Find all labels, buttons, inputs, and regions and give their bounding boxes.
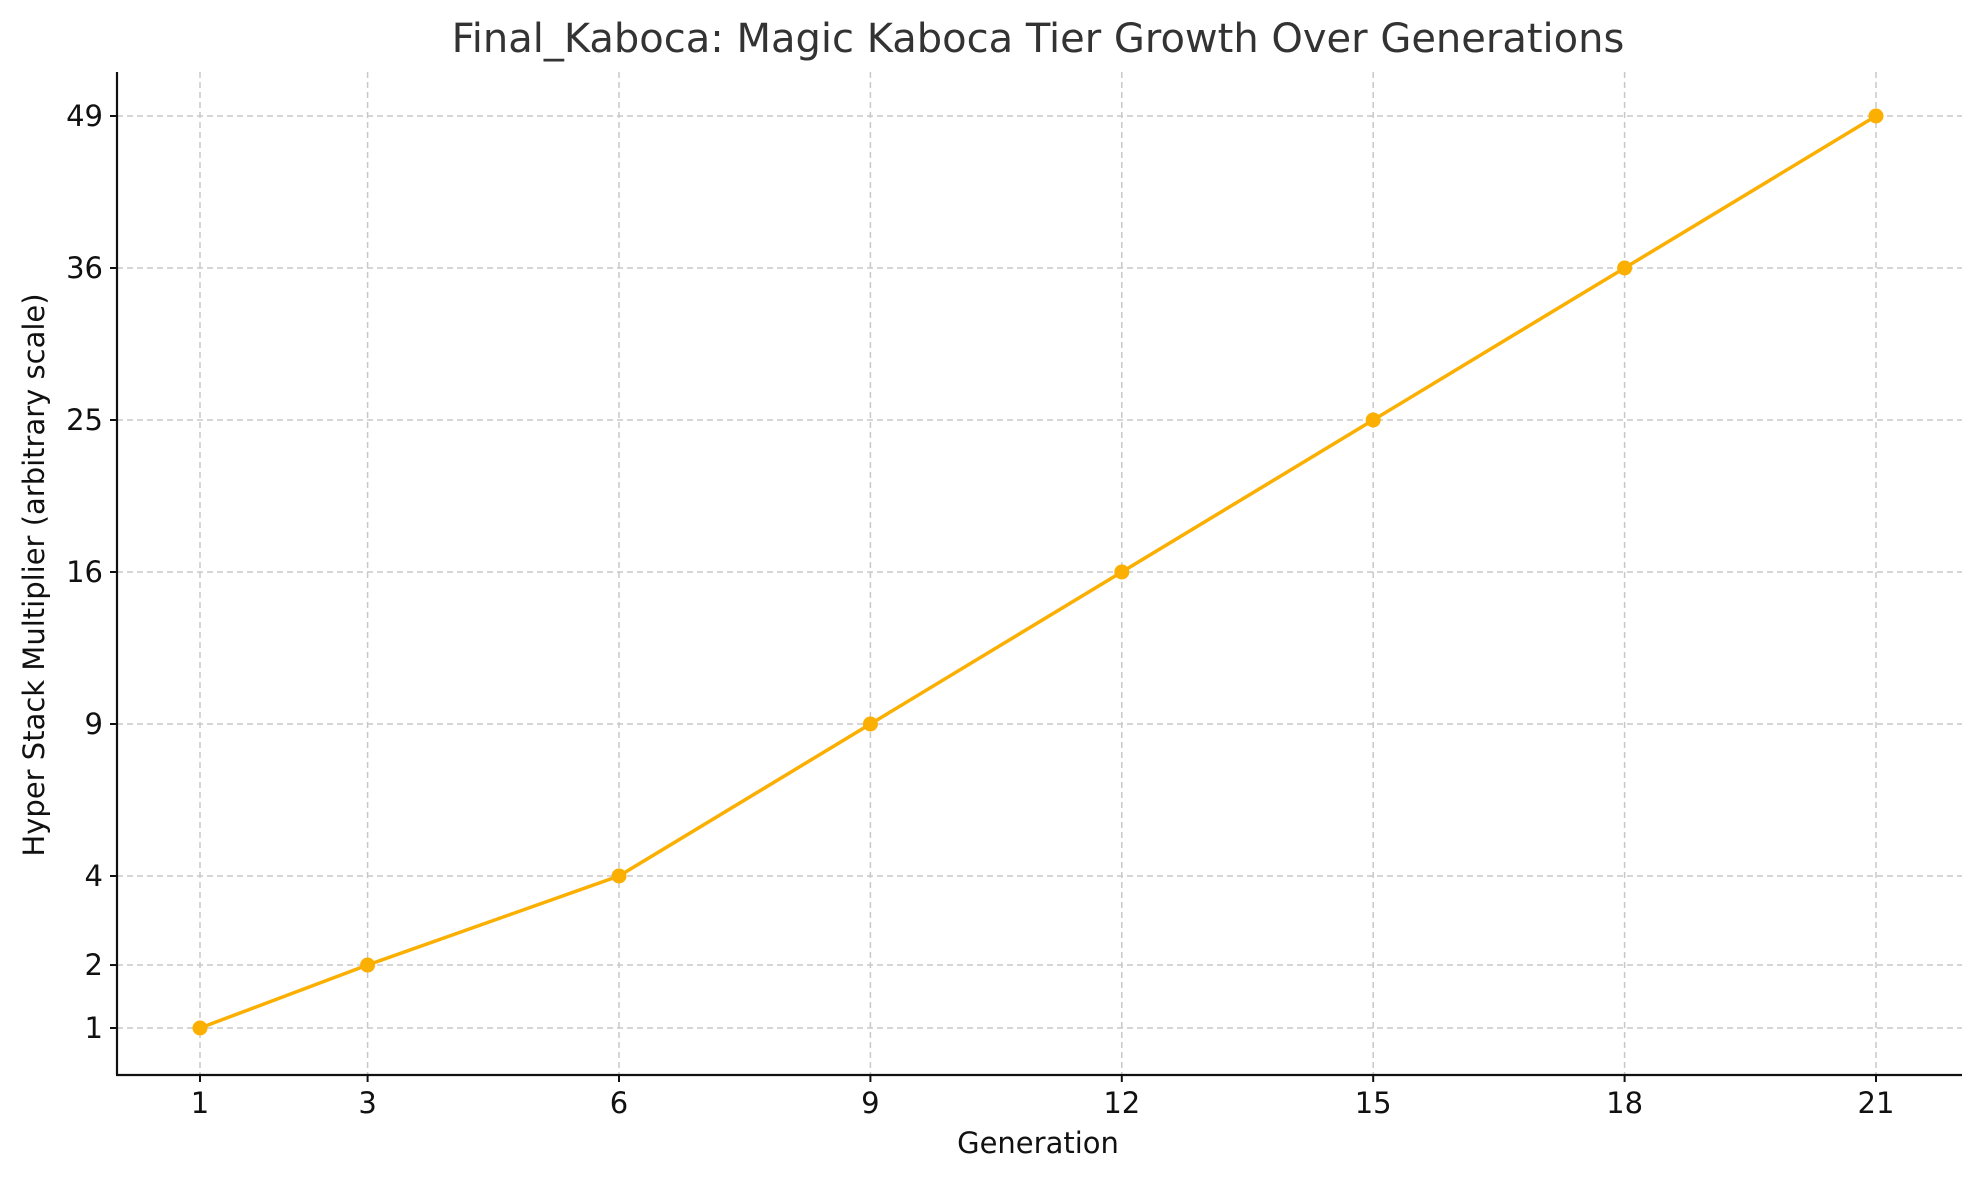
y-tick-label: 49 <box>66 99 103 133</box>
y-tick-label: 36 <box>66 251 103 285</box>
y-tick-label: 16 <box>66 555 103 589</box>
data-point <box>611 868 627 884</box>
x-axis-label: Generation <box>957 1126 1119 1160</box>
series-line <box>199 114 1877 1030</box>
x-tick-label: 9 <box>861 1086 879 1120</box>
x-tick-label: 18 <box>1606 1086 1643 1120</box>
x-tick-label: 3 <box>358 1086 376 1120</box>
y-axis-label: Hyper Stack Multiplier (arbitrary scale) <box>17 293 51 856</box>
data-point <box>192 1020 208 1036</box>
data-point <box>360 957 376 973</box>
axes <box>115 72 1962 1077</box>
series <box>192 108 1884 1036</box>
x-tick-label: 21 <box>1858 1086 1895 1120</box>
data-point <box>862 716 878 732</box>
data-point <box>1114 564 1130 580</box>
grid <box>117 72 1962 1075</box>
data-point <box>1365 412 1381 428</box>
x-tick-label: 12 <box>1103 1086 1140 1120</box>
y-tick-label: 25 <box>66 403 103 437</box>
y-tick-label: 2 <box>85 948 103 982</box>
x-tick-label: 1 <box>191 1086 209 1120</box>
data-point <box>1617 260 1633 276</box>
x-tick-label: 6 <box>610 1086 628 1120</box>
x-tick-label: 15 <box>1355 1086 1392 1120</box>
y-tick-label: 4 <box>85 859 103 893</box>
chart-title: Final_Kaboca: Magic Kaboca Tier Growth O… <box>452 16 1625 62</box>
y-tick-label: 9 <box>85 707 103 741</box>
y-tick-label: 1 <box>85 1011 103 1045</box>
data-point <box>1868 108 1884 124</box>
